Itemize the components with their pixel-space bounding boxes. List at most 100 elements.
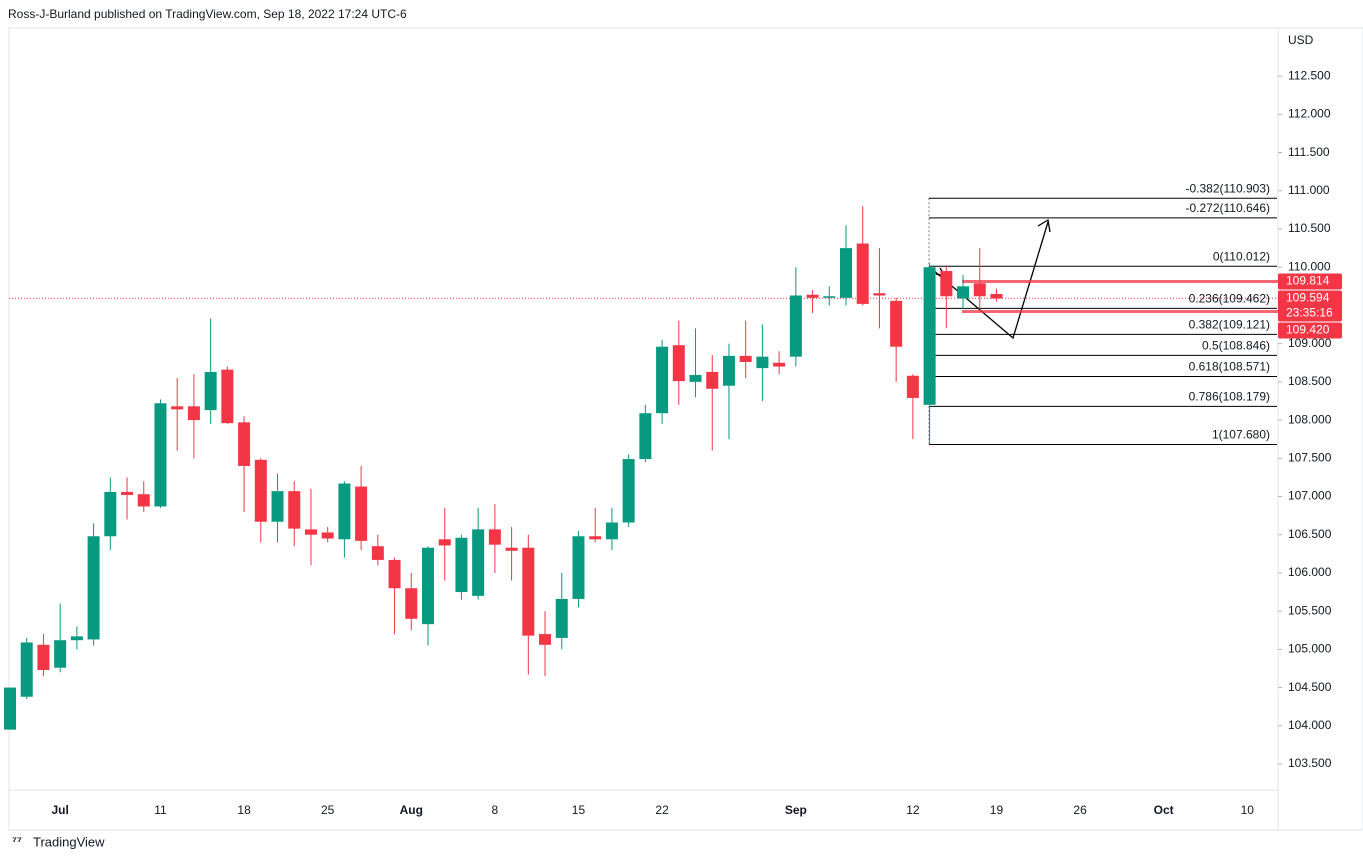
candle-body (104, 491, 117, 537)
countdown: 23:35:16 (1286, 306, 1333, 320)
candle-body (990, 293, 1003, 299)
candle-body (488, 529, 501, 545)
y-tick-label: 110.000 (1288, 259, 1331, 273)
candle-body (254, 459, 267, 522)
price-label-box (1278, 273, 1342, 290)
x-tick-label: Sep (785, 803, 807, 817)
price-label-box (1278, 290, 1342, 322)
candle-body (87, 536, 100, 640)
candle-body (438, 539, 451, 546)
candle-body (371, 546, 384, 560)
price-label: 109.594 (1286, 291, 1330, 305)
candle-body (689, 374, 702, 382)
candle-body (555, 598, 568, 638)
candle-body (739, 355, 752, 362)
y-tick-label: 106.000 (1288, 565, 1332, 579)
y-tick-label: 111.000 (1288, 183, 1330, 197)
fib-label: 0.5(108.846) (1202, 339, 1270, 353)
candle-body (154, 403, 167, 507)
logo-mark: ⁷⁷ (12, 834, 22, 848)
x-tick-label: Jul (51, 803, 68, 817)
x-tick-label: 22 (655, 803, 669, 817)
x-tick-label: Aug (400, 803, 423, 817)
candle-body (923, 267, 936, 405)
candle-body (840, 248, 852, 298)
candle-body (789, 295, 802, 357)
y-tick-label: 105.500 (1288, 603, 1332, 617)
candle-body (321, 532, 334, 539)
candle-body (639, 413, 652, 460)
x-tick-label: 10 (1241, 803, 1255, 817)
candle-body (137, 494, 150, 507)
y-tick-label: 108.500 (1288, 374, 1332, 388)
candle-body (37, 644, 50, 671)
x-tick-label: 15 (572, 803, 586, 817)
candle-body (304, 529, 317, 535)
y-tick-label: 104.500 (1288, 680, 1332, 694)
fib-label: -0.382(110.903) (1185, 181, 1270, 195)
candle-body (773, 362, 786, 367)
candle-body (940, 271, 953, 297)
x-tick-label: 26 (1073, 803, 1087, 817)
price-label: 109.814 (1286, 274, 1330, 288)
candle-body (221, 369, 234, 424)
fib-label: -0.272(110.646) (1185, 201, 1270, 215)
x-tick-label: 18 (237, 803, 251, 817)
y-tick-label: 106.500 (1288, 527, 1332, 541)
candle-body (605, 522, 618, 540)
y-tick-label: 111.500 (1288, 145, 1330, 159)
fib-label: 0.786(108.179) (1189, 390, 1270, 404)
y-tick-label: 112.500 (1288, 68, 1331, 82)
candle-body (405, 588, 418, 619)
price-label: 109.420 (1286, 323, 1330, 337)
candle-body (20, 642, 33, 697)
candle-body (856, 243, 869, 304)
candle-body (121, 491, 134, 495)
candle-body (54, 640, 67, 668)
fib-label: 0.236(109.462) (1189, 292, 1270, 306)
x-tick-label: 25 (321, 803, 335, 817)
y-tick-label: 110.500 (1288, 221, 1331, 235)
candle-body (890, 300, 903, 347)
candle-body (271, 491, 284, 522)
fib-label: 0.618(108.571) (1189, 360, 1270, 374)
candle-body (70, 636, 83, 641)
price-label-box (1278, 322, 1342, 339)
candle-body (355, 486, 368, 541)
candle-body (823, 296, 836, 298)
y-tick-label: 108.000 (1288, 412, 1332, 426)
x-tick-label: 8 (492, 803, 499, 817)
y-tick-label: 105.000 (1288, 642, 1332, 656)
candle-body (706, 371, 719, 389)
candle-body (873, 293, 886, 296)
arrow-head (1037, 218, 1051, 233)
candle-body (171, 406, 184, 410)
candle-body (338, 483, 351, 540)
y-tick-label: 107.500 (1288, 450, 1332, 464)
candle-body (204, 371, 217, 411)
x-tick-label: 12 (906, 803, 920, 817)
x-tick-label: 11 (154, 803, 167, 817)
y-tick-label: 112.000 (1288, 107, 1331, 121)
candle-body (906, 375, 919, 398)
candle-body (187, 406, 200, 421)
fib-label: 0.382(109.121) (1189, 318, 1270, 332)
candle-body (238, 422, 251, 466)
y-axis-label: USD (1288, 33, 1314, 47)
candle-body (455, 537, 468, 593)
candle-body (722, 355, 735, 386)
candle-body (957, 286, 970, 299)
candle-body (572, 536, 585, 599)
candle-body (589, 536, 602, 540)
candle-body (288, 491, 301, 529)
candle-body (973, 283, 986, 297)
candle-body (656, 346, 669, 414)
fib-label: 1(107.680) (1212, 428, 1270, 442)
fib-label: 0(110.012) (1213, 249, 1270, 263)
candle-body (539, 634, 552, 645)
candle-body (422, 547, 434, 625)
y-tick-label: 109.000 (1288, 336, 1332, 350)
chart-frame (8, 27, 1363, 831)
